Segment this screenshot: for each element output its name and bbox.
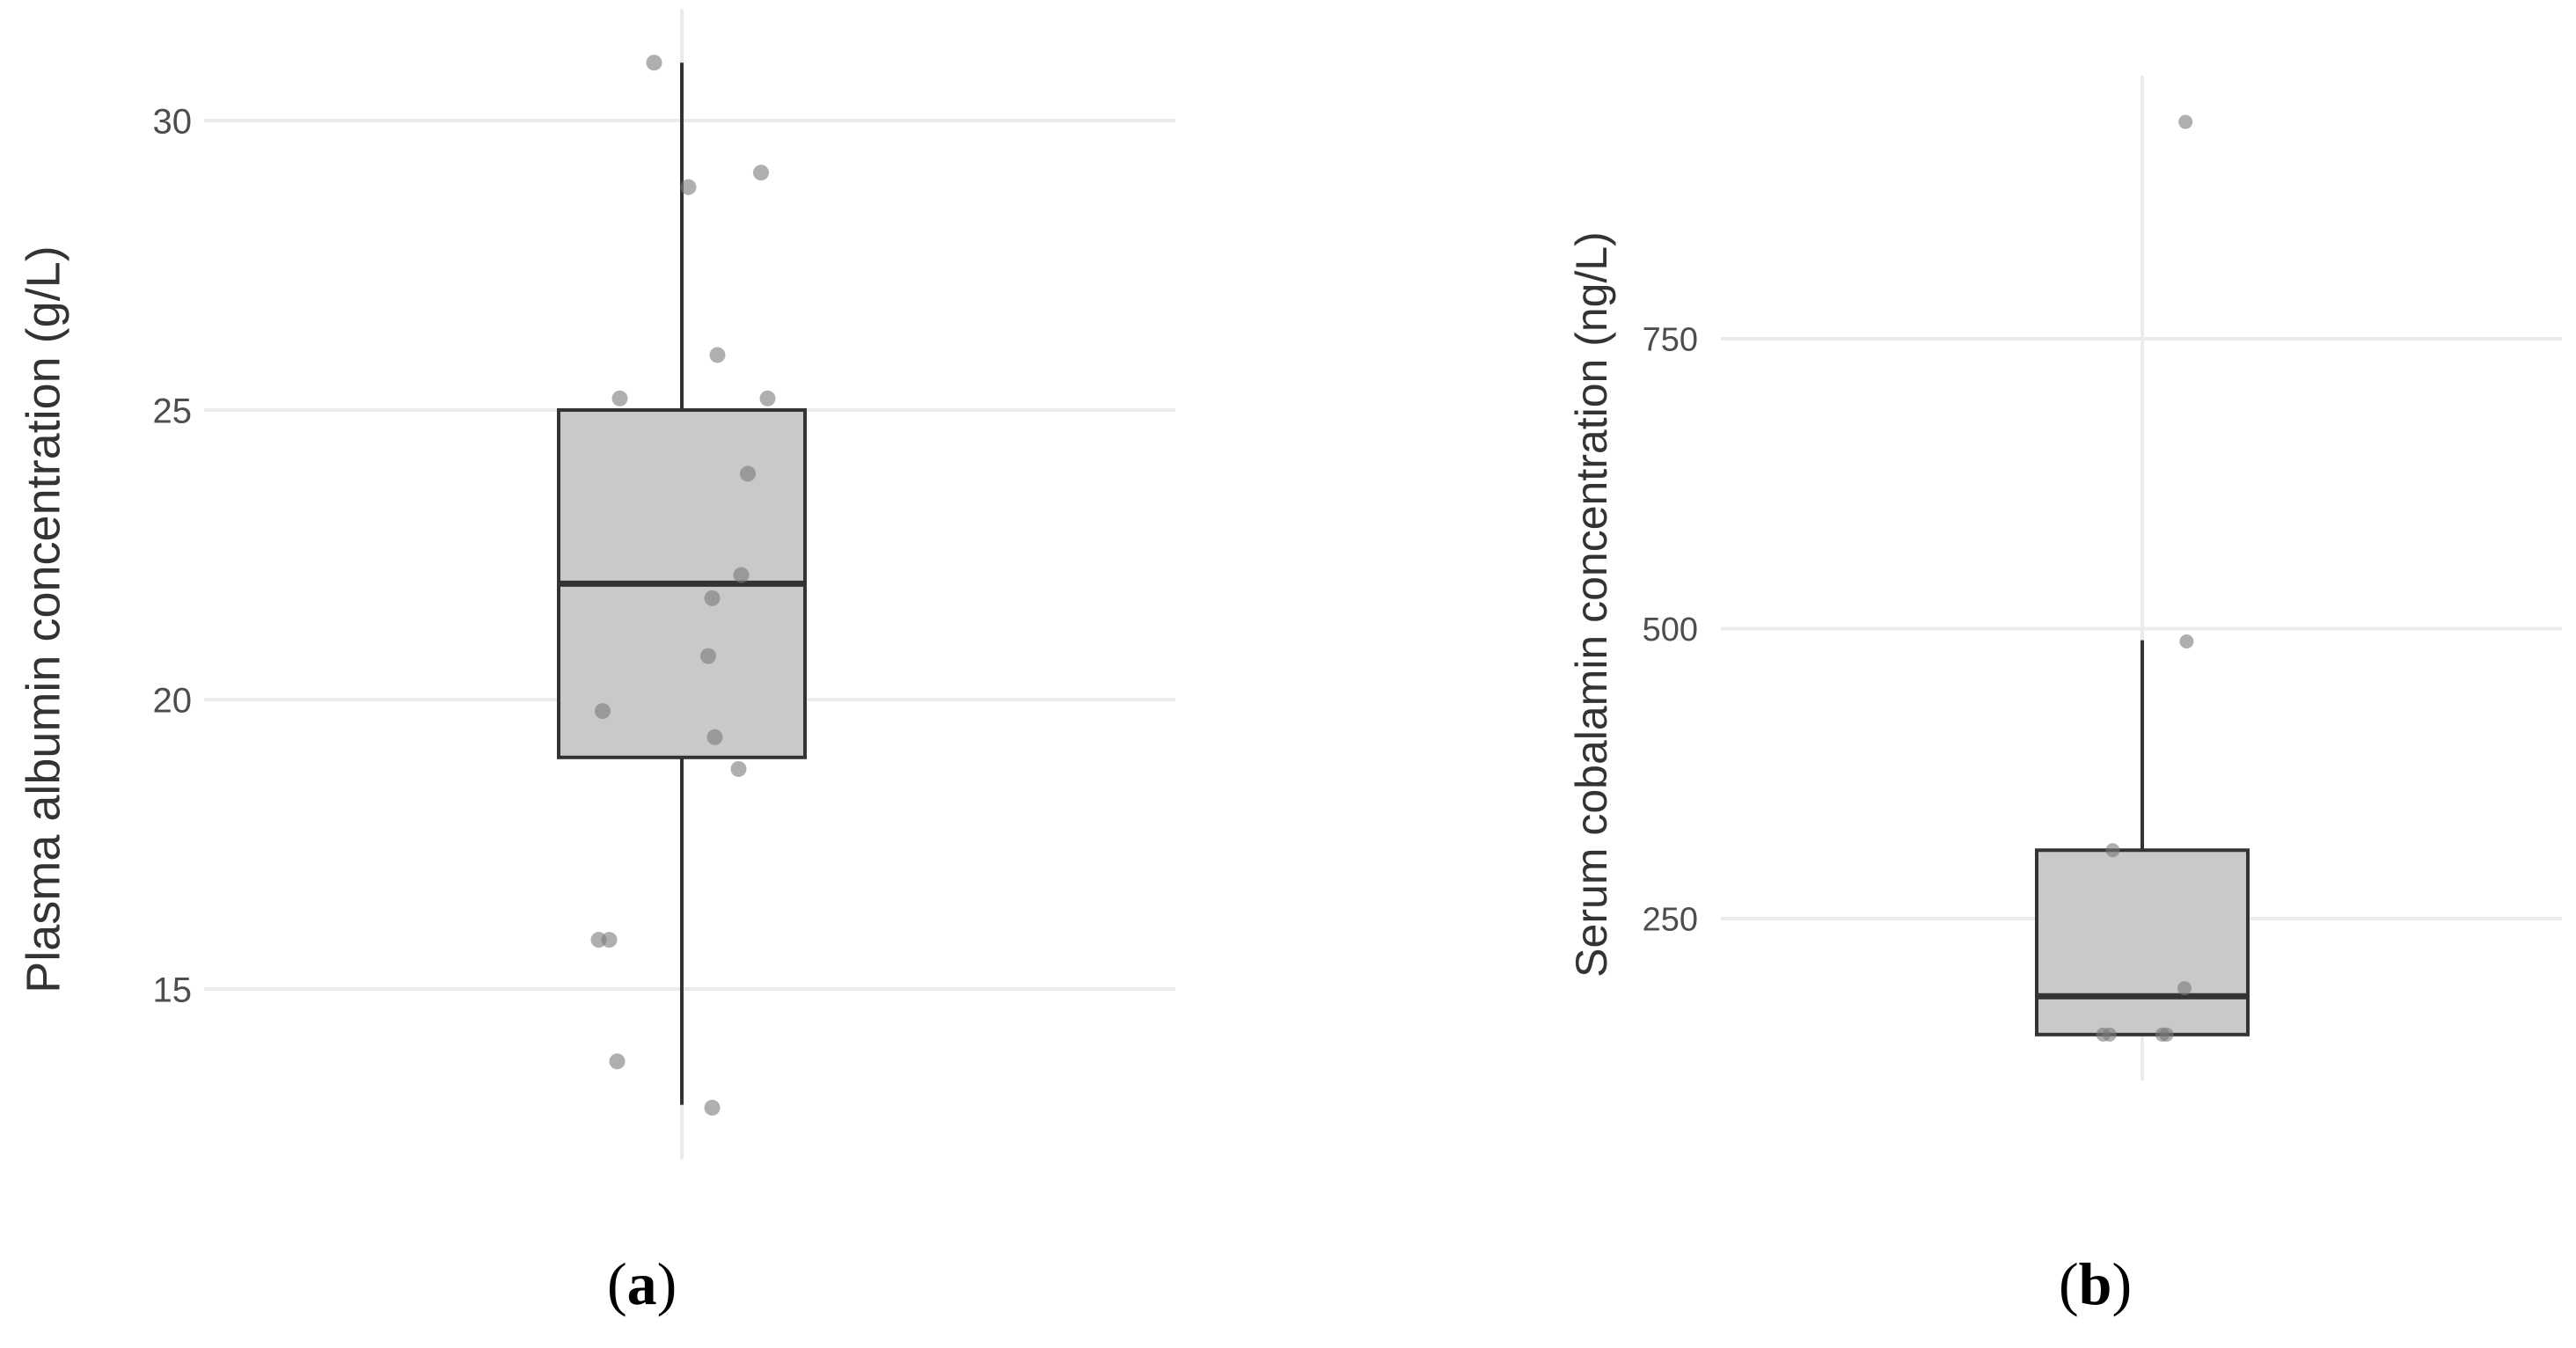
panel-a-panel-label-letter: a [627,1250,657,1317]
panel-a-ytick-label-15: 15 [153,971,193,1009]
panel-a-panel-label: (a) [607,1250,677,1317]
panel-b-panel-label-close: ) [2111,1250,2132,1317]
panel-b-panel-label-open: ( [2059,1250,2079,1317]
panel-a-data-point [753,165,769,181]
panel-a-panel-label-open: ( [607,1250,627,1317]
panel-b-cobalamin-boxplot: 250 500 750 Serum cobalamin concentration (… [1567,76,2562,1317]
panel-a-ytick-label-25: 25 [153,392,193,430]
panel-b-ytick-label-750: 750 [1643,322,1698,359]
panel-a-data-point [730,760,747,777]
panel-b-iqr-box [2035,848,2250,1037]
panel-a-data-point [595,703,611,720]
panel-a-data-point [759,390,776,407]
panel-b-ytick-label-250: 250 [1643,902,1698,939]
panel-a-data-point [740,465,756,482]
panel-a-data-point [704,590,721,606]
panel-a-data-point [704,1099,721,1116]
panel-b-data-point [2177,981,2192,996]
panel-a-albumin-boxplot: 15 20 25 30 Plasma albumin concentration (g/… [17,9,1175,1317]
panel-b-ytick-label-500: 500 [1643,612,1698,648]
panel-a-data-point [680,179,697,195]
panel-a-data-point [706,729,723,745]
panel-a-ytick-label-30: 30 [153,102,193,141]
panel-a-data-point [611,390,628,407]
panel-b-data-point [2178,114,2193,129]
panel-a-data-point [609,1053,626,1070]
panel-a-data-point [700,648,716,664]
panel-b-data-point [2105,843,2120,858]
panel-a-data-point [601,932,618,949]
panel-a-data-point [709,347,726,363]
panel-a-y-axis-label: Plasma albumin concentration (g/L) [17,245,70,993]
panel-a-data-point [733,567,750,583]
panel-a-data-point [646,55,662,71]
panel-b-panel-label: (b) [2059,1250,2132,1317]
panel-a-ytick-label-20: 20 [153,681,193,720]
panel-b-data-point [2102,1027,2117,1042]
panel-a-panel-label-close: ) [657,1250,677,1317]
panel-b-y-axis-label: Serum cobalamin concentration (ng/L) [1567,231,1616,978]
panel-b-panel-label-letter: b [2079,1250,2112,1317]
panel-b-data-point [2179,634,2194,648]
panel-b-data-point [2159,1027,2174,1042]
